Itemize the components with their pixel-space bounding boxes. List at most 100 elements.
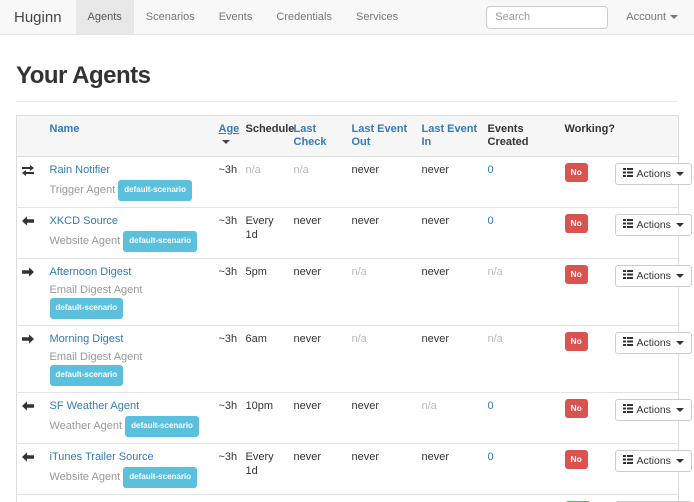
events-created-link[interactable]: 0	[487, 215, 494, 227]
actions-button-label: Actions	[636, 270, 671, 282]
scenario-badge[interactable]: default-scenario	[123, 467, 198, 488]
working-status-badge: No	[564, 399, 588, 418]
last-check-cell: never	[288, 207, 347, 259]
direction-icon-cell	[16, 392, 45, 444]
last-check-cell: never	[288, 443, 347, 495]
events-created-cell: n/a	[482, 325, 560, 393]
last-event-out-cell: never	[346, 156, 417, 208]
account-menu[interactable]: Account	[608, 0, 694, 35]
actions-button-label: Actions	[636, 219, 671, 231]
actions-button[interactable]: Actions	[614, 332, 692, 354]
actions-cell: Actions	[609, 207, 692, 259]
chevron-down-icon	[675, 172, 684, 176]
scenario-badge[interactable]: default-scenario	[123, 231, 198, 252]
chevron-down-icon	[675, 274, 684, 278]
list-icon	[622, 455, 633, 467]
agent-name-link[interactable]: Afternoon Digest	[49, 266, 132, 278]
working-cell: No	[559, 443, 610, 495]
name-cell: Morning Digest Email Digest Agent defaul…	[44, 325, 214, 393]
working-status-badge: No	[564, 214, 588, 233]
name-cell: SF Weather Agent Weather Agent default-s…	[44, 392, 214, 444]
table-row: Morning Digest Email Digest Agent defaul…	[16, 325, 692, 393]
actions-button-label: Actions	[636, 168, 671, 180]
agents-table-body: Rain Notifier Trigger Agent default-scen…	[16, 156, 692, 502]
navbar-menu: Agents Scenarios Events Credentials Services	[75, 0, 411, 34]
working-cell: Yes	[559, 494, 610, 502]
actions-button[interactable]: Actions	[614, 163, 692, 185]
search-input[interactable]	[486, 5, 609, 29]
column-header-last_event_in[interactable]: Last Event In	[416, 115, 483, 157]
schedule-cell: n/a	[240, 156, 289, 208]
schedule-cell: 10pm	[240, 392, 289, 444]
direction-icon-cell	[16, 207, 45, 259]
last-event-in-cell: never	[416, 494, 483, 502]
agent-name-link[interactable]: Morning Digest	[49, 333, 124, 345]
navbar: Huginn Agents Scenarios Events Credentials S…	[0, 0, 694, 35]
column-header-last_check[interactable]: Last Check	[288, 115, 347, 157]
last-check-cell: n/a	[288, 494, 347, 502]
navbar-right: Account	[486, 0, 694, 34]
column-header-label: Schedule	[245, 123, 295, 135]
scenario-badge[interactable]: default-scenario	[125, 416, 199, 437]
events-created-cell: 0	[482, 156, 560, 208]
working-cell: No	[559, 325, 610, 393]
actions-button[interactable]: Actions	[614, 265, 692, 287]
nav-item-agents[interactable]: Agents	[75, 0, 134, 34]
table-row: XKCD Source Website Agent default-scenar…	[16, 207, 692, 259]
actions-button-label: Actions	[636, 337, 671, 349]
scenario-badge[interactable]: default-scenario	[49, 365, 124, 386]
agent-name-link[interactable]: SF Weather Agent	[49, 400, 140, 412]
actions-cell: Actions	[609, 325, 692, 393]
agent-name-link[interactable]: iTunes Trailer Source	[49, 451, 154, 463]
agent-name-link[interactable]: XKCD Source	[49, 215, 118, 227]
column-header-label: Events Created	[487, 123, 529, 148]
working-status-badge: No	[564, 332, 588, 351]
last-event-in-cell: never	[416, 443, 483, 495]
nav-item-credentials[interactable]: Credentials	[276, 11, 332, 23]
last-event-out-cell: never	[346, 207, 417, 259]
working-status-badge: No	[564, 450, 588, 469]
actions-button[interactable]: Actions	[614, 214, 692, 236]
age-cell: ~3h	[213, 325, 241, 393]
name-cell: iTunes Trailer Source Website Agent defa…	[44, 443, 214, 495]
events-created-link[interactable]: 0	[487, 451, 494, 463]
agent-type-label: Trigger Agent	[49, 184, 116, 196]
scenario-badge[interactable]: default-scenario	[49, 298, 124, 319]
name-cell: Afternoon Digest Email Digest Agent defa…	[44, 258, 214, 326]
events-created-link: n/a	[487, 333, 503, 345]
chevron-down-icon	[675, 459, 684, 463]
nav-item-services[interactable]: Services	[356, 11, 399, 23]
name-cell: Rain Notifier Trigger Agent default-scen…	[44, 156, 214, 208]
actions-cell: Actions	[609, 494, 692, 502]
events-created-link[interactable]: 0	[487, 400, 494, 412]
column-header-name[interactable]: Name	[44, 115, 214, 157]
column-header-label: Last Check	[293, 123, 327, 148]
column-header-age[interactable]: Age	[213, 115, 241, 157]
column-header-last_event_out[interactable]: Last Event Out	[346, 115, 417, 157]
scenario-badge[interactable]: default-scenario	[118, 180, 192, 201]
table-row: Comic Formatter Event Formatting Agent d…	[16, 494, 692, 502]
events-created-link[interactable]: 0	[487, 164, 494, 176]
last-check-cell: never	[288, 392, 347, 444]
column-header-label: Working?	[564, 123, 616, 135]
nav-item-events[interactable]: Events	[218, 11, 253, 23]
chevron-down-icon	[670, 14, 678, 19]
agent-name-link[interactable]: Rain Notifier	[49, 164, 111, 176]
actions-cell: Actions	[609, 443, 692, 495]
actions-button[interactable]: Actions	[614, 450, 692, 472]
schedule-cell: Every 1d	[240, 207, 289, 259]
schedule-cell: Every 1d	[240, 443, 289, 495]
brand-logo[interactable]: Huginn	[14, 9, 62, 26]
list-icon	[622, 168, 633, 180]
working-cell: No	[559, 258, 610, 326]
events-created-link: n/a	[487, 266, 503, 278]
column-header-working: Working?	[559, 115, 615, 157]
chevron-down-icon	[675, 223, 684, 227]
arrow-right-icon	[22, 267, 34, 280]
nav-item-scenarios[interactable]: Scenarios	[145, 11, 195, 23]
schedule-cell: n/a	[240, 494, 289, 502]
events-created-cell: 0	[482, 392, 560, 444]
last-event-out-cell: never	[346, 392, 417, 444]
schedule-cell: 5pm	[240, 258, 289, 326]
actions-button[interactable]: Actions	[614, 399, 692, 421]
